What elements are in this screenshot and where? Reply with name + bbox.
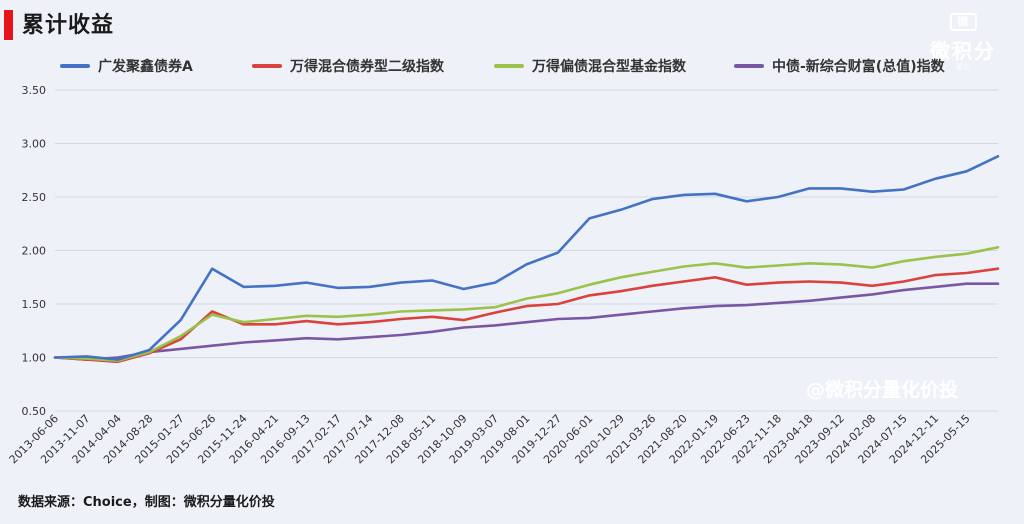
legend-swatch [252, 64, 282, 68]
y-tick-label: 2.00 [22, 245, 47, 258]
source-note: 数据来源：Choice，制图：微积分量化价投 [18, 495, 275, 510]
logo-name: 微积分 [930, 39, 996, 63]
legend-label: 万得混合债券型二级指数 [290, 59, 444, 75]
series-line-1 [53, 155, 1000, 361]
legend-swatch [494, 64, 524, 68]
y-tick-label: 1.00 [22, 352, 47, 365]
legend-swatch [60, 64, 90, 68]
legend-label: 中债-新综合财富(总值)指数 [772, 59, 945, 75]
y-tick-label: 1.50 [22, 298, 47, 311]
legend-item-series-2: 万得混合债券型二级指数 [252, 56, 444, 76]
y-tick-label: 3.00 [22, 138, 47, 151]
series-line-2 [53, 267, 1000, 364]
chart-title: 累计收益 [22, 13, 115, 38]
logo-mark-icon: 微 [949, 13, 977, 31]
logo-sub: 基金 [956, 63, 970, 71]
series-line-3 [53, 246, 1000, 363]
legend-swatch [734, 64, 764, 68]
title-accent-bar [4, 10, 13, 40]
series-line-4 [53, 282, 1000, 361]
chart-legend: 广发聚鑫债券A 万得混合债券型二级指数 万得偏债混合型基金指数 中债-新综合财富… [60, 56, 990, 78]
watermark-text: @微积分量化价投 [806, 379, 959, 401]
y-tick-label: 0.50 [22, 405, 47, 418]
legend-label: 广发聚鑫债券A [98, 59, 193, 75]
legend-item-series-1: 广发聚鑫债券A [60, 56, 193, 76]
legend-item-series-3: 万得偏债混合型基金指数 [494, 56, 686, 76]
legend-item-series-4: 中债-新综合财富(总值)指数 [734, 56, 945, 76]
brand-logo: 微 微积分 基金 [918, 10, 1008, 71]
header: 累计收益 [0, 0, 1024, 44]
legend-label: 万得偏债混合型基金指数 [532, 59, 686, 75]
y-tick-label: 3.50 [22, 84, 47, 97]
y-tick-label: 2.50 [22, 191, 47, 204]
